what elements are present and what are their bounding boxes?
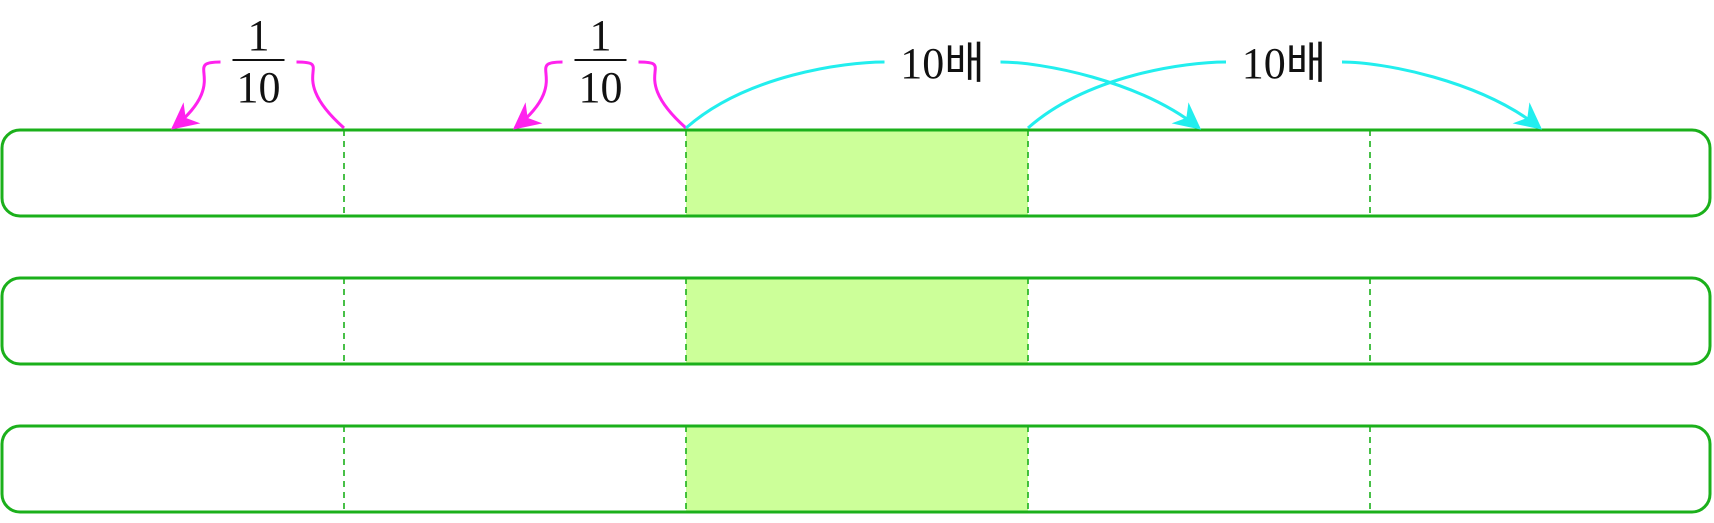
row-border	[0, 424, 1712, 514]
highlighted-cell	[686, 426, 1028, 512]
arrow-curve-start	[685, 60, 885, 130]
fraction-denominator: 10	[237, 63, 281, 112]
arrow-curve-start	[1027, 60, 1227, 130]
place-value-row	[0, 128, 1712, 218]
arrow-curve-end	[1000, 60, 1202, 130]
arrow-multiply-1: 10배	[685, 39, 1202, 130]
arrow-curve-end	[512, 60, 563, 130]
fraction-denominator: 10	[579, 63, 623, 112]
place-value-row	[0, 276, 1712, 366]
fraction-numerator: 1	[590, 11, 612, 60]
highlighted-cell	[686, 278, 1028, 364]
arrow-label: 10배	[900, 39, 984, 88]
arrow-curve-start	[638, 60, 687, 130]
row-border	[0, 276, 1712, 366]
fraction-numerator: 1	[248, 11, 270, 60]
place-value-row	[0, 424, 1712, 514]
arrow-divide-1: 110	[170, 11, 345, 130]
arrow-curve-start	[296, 60, 345, 130]
row-border	[0, 128, 1712, 218]
arrow-label: 10배	[1242, 39, 1326, 88]
arrow-multiply-2: 10배	[1027, 39, 1543, 130]
place-value-rows	[0, 128, 1712, 514]
arrow-curve-end	[170, 60, 221, 130]
arrow-curve-end	[1341, 60, 1543, 130]
arrow-divide-2: 110	[512, 11, 687, 130]
highlighted-cell	[686, 130, 1028, 216]
